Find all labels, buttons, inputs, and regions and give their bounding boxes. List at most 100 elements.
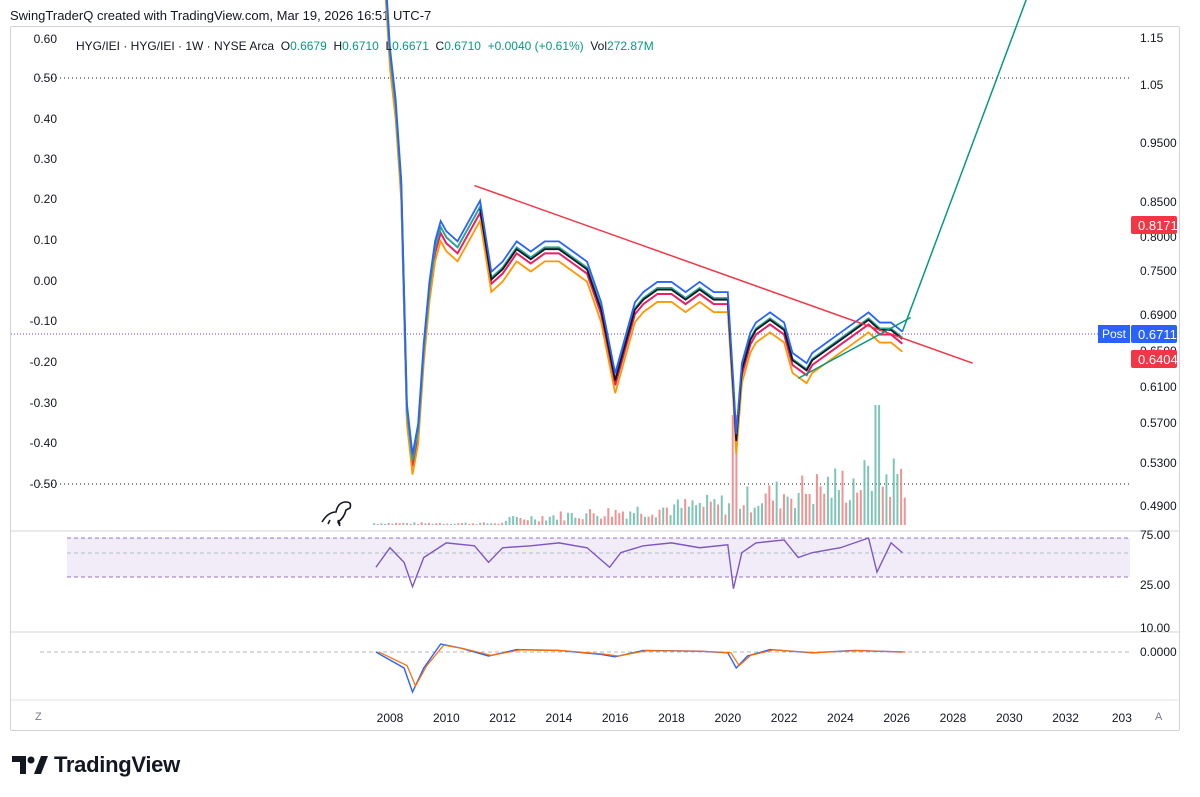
rsi-tick-label: 10.00 <box>1140 621 1170 635</box>
volume-bar <box>676 499 679 525</box>
volume-bar <box>698 502 701 525</box>
volume-bar <box>515 516 518 525</box>
volume-bar <box>728 503 731 525</box>
volume-bar <box>548 516 551 525</box>
volume-bar <box>373 523 376 525</box>
volume-bar <box>559 511 562 525</box>
volume-bar <box>892 458 895 525</box>
y-right-tick-label: 1.05 <box>1140 78 1164 92</box>
volume-bar <box>428 522 431 525</box>
legend-vol: 272.87M <box>607 39 654 53</box>
volume-bar <box>625 518 628 525</box>
x-tick-label: 2018 <box>658 711 685 725</box>
volume-bar <box>523 519 526 525</box>
dino-icon <box>321 501 352 527</box>
volume-bar <box>526 520 529 525</box>
price-line <box>386 0 903 455</box>
volume-bar <box>885 474 888 525</box>
chart-attribution: SwingTraderQ created with TradingView.co… <box>10 8 432 23</box>
macd-tick-label: 0.0000 <box>1140 645 1177 659</box>
y-right-tick-label: 0.6900 <box>1140 308 1177 322</box>
volume-bar <box>706 494 709 525</box>
auto-scale-button[interactable]: A <box>1155 711 1163 723</box>
volume-bar <box>640 513 643 525</box>
volume-bar <box>786 496 789 525</box>
trendline-lower <box>797 316 912 380</box>
volume-bar <box>753 507 756 525</box>
x-tick-label: 203 <box>1112 711 1132 725</box>
y-right-tick-label: 1.15 <box>1140 31 1164 45</box>
y-left-tick-label: 0.60 <box>34 32 58 46</box>
volume-bar <box>457 523 460 525</box>
price-badge-box <box>1131 325 1177 343</box>
legend-open: 0.6679 <box>290 39 327 53</box>
volume-bar <box>761 503 764 525</box>
legend-low: 0.6671 <box>392 39 429 53</box>
volume-bar <box>435 523 438 525</box>
volume-bar <box>863 460 866 525</box>
volume-bar <box>673 504 676 525</box>
x-tick-label: 2030 <box>996 711 1023 725</box>
volume-bar <box>801 475 804 525</box>
volume-bar <box>815 474 818 525</box>
volume-bar <box>442 523 445 525</box>
x-tick-label: 2022 <box>771 711 798 725</box>
x-tick-label: 2014 <box>546 711 573 725</box>
volume-bar <box>665 507 668 525</box>
volume-bar <box>395 522 398 525</box>
price-badge: Post 0.6711 <box>1098 325 1177 343</box>
rsi-tick-label: 75.00 <box>1140 528 1170 542</box>
volume-bar <box>859 490 862 525</box>
volume-bar <box>804 493 807 525</box>
volume-bar <box>402 522 405 525</box>
legend-high: 0.6710 <box>342 39 379 53</box>
volume-bar <box>680 507 683 525</box>
rsi-tick-label: 25.00 <box>1140 578 1170 592</box>
x-tick-label: 2032 <box>1052 711 1079 725</box>
volume-bar <box>750 512 753 525</box>
volume-bar <box>837 490 840 525</box>
volume-bar <box>768 485 771 525</box>
volume-bar <box>545 520 548 525</box>
volume-bar <box>424 523 427 525</box>
volume-bar <box>468 523 471 525</box>
y-left-tick-label: 0.10 <box>34 233 58 247</box>
volume-bar <box>654 517 657 525</box>
volume-bar <box>417 523 420 525</box>
y-left-tick-label: 0.50 <box>34 71 58 85</box>
gridlines <box>11 77 1179 701</box>
tradingview-logo-icon <box>12 756 48 774</box>
y-left-tick-label: -0.30 <box>30 396 58 410</box>
volume-bar <box>636 506 639 525</box>
volume-bar <box>757 505 760 525</box>
volume-bar <box>771 500 774 525</box>
volume-bar <box>508 516 511 525</box>
volume-bar <box>482 522 485 525</box>
macd-pane: 0.0000 <box>40 643 1177 694</box>
y-left-tick-label: 0.00 <box>34 274 58 288</box>
volume-bar <box>387 523 390 525</box>
volume-bar <box>490 523 493 525</box>
y-left-tick-label: -0.50 <box>30 477 58 491</box>
volume-bar <box>651 514 654 525</box>
y-right-tick-label: 0.6100 <box>1140 380 1177 394</box>
rsi-line <box>375 537 903 589</box>
volume-bar <box>453 523 456 525</box>
volume-bar <box>629 511 632 525</box>
volume-bar <box>724 514 727 525</box>
volume-bar <box>647 516 650 525</box>
price-badge: 0.8171 <box>1131 216 1178 234</box>
timezone-button[interactable]: Z <box>35 711 42 723</box>
volume-bar <box>848 500 851 525</box>
volume-bar <box>826 476 829 525</box>
volume-bar <box>530 516 533 525</box>
y-right-tick-label: 0.7500 <box>1140 264 1177 278</box>
price-badge-box <box>1131 216 1177 234</box>
x-tick-label: 2028 <box>940 711 967 725</box>
volume-bar <box>486 523 489 525</box>
volume-bar <box>823 493 826 525</box>
volume-bar <box>563 520 566 525</box>
volume-bar <box>479 522 482 525</box>
legend-open-label: O <box>280 39 291 53</box>
